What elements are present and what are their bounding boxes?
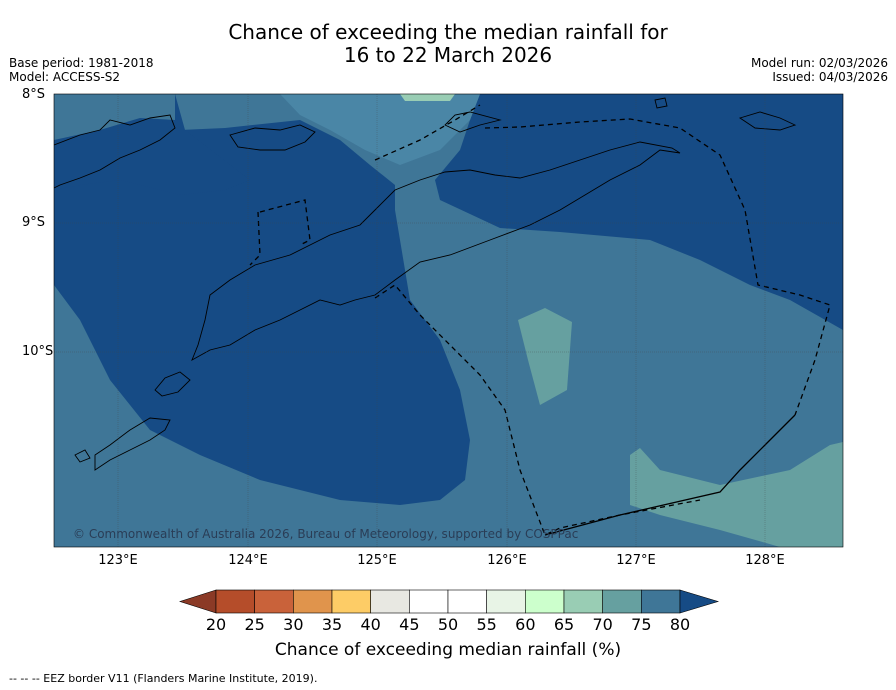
title-line-2: 16 to 22 March 2026 <box>343 43 553 67</box>
colorbar-bin-4 <box>370 589 410 614</box>
category-70-75-top <box>280 94 480 165</box>
eez-border <box>249 104 831 536</box>
small-islands-coastline <box>654 97 797 131</box>
colorbar-bin-10 <box>602 589 642 614</box>
colorbar-label: Chance of exceeding median rainfall (%) <box>274 640 622 660</box>
copyright-text: © Commonwealth of Australia 2026, Bureau… <box>73 527 579 541</box>
category-65-70-top-strip <box>400 94 455 101</box>
lon-label-125e: 125°E <box>357 553 397 568</box>
lon-label-123e: 123°E <box>98 553 138 568</box>
colorbar-tick-30: 30 <box>283 615 304 634</box>
colorbar-tick-40: 40 <box>360 615 381 634</box>
model-run: Model run: 02/03/2026 <box>750 56 888 70</box>
colorbar-tick-60: 60 <box>515 615 536 634</box>
category-65-70-southeast <box>630 442 843 547</box>
colorbar-tick-20: 20 <box>205 615 227 634</box>
colorbar-bin-7 <box>486 589 526 614</box>
colorbar-bin-0 <box>215 589 255 614</box>
category-above-80-region-west <box>54 94 470 505</box>
model-name: Model: ACCESS-S2 <box>9 70 121 84</box>
colorbar-bin-6 <box>447 589 487 614</box>
lon-label-124e: 124°E <box>228 553 268 568</box>
colorbar-bin-2 <box>293 589 333 614</box>
lon-label-128e: 128°E <box>745 553 785 568</box>
colorbar <box>179 589 720 614</box>
colorbar-under-triangle <box>179 589 217 614</box>
lat-label-9s: 9°S <box>22 215 46 230</box>
colorbar-over-triangle <box>679 589 720 614</box>
colorbar-bin-11 <box>641 589 681 614</box>
rote-island-coastline <box>154 371 191 397</box>
lat-label-8s: 8°S <box>22 87 46 102</box>
colorbar-bin-8 <box>525 589 565 614</box>
colorbar-tick-25: 25 <box>244 615 265 634</box>
colorbar-tick-65: 65 <box>553 615 575 634</box>
colorbar-bin-1 <box>254 589 294 614</box>
eez-legend-footer: -- -- -- EEZ border V11 (Flanders Marine… <box>9 672 318 685</box>
sawu-coastline <box>74 449 91 463</box>
lon-label-127e: 127°E <box>616 553 656 568</box>
colorbar-tick-35: 35 <box>321 615 343 634</box>
colorbar-tick-70: 70 <box>592 615 613 634</box>
colorbar-tick-75: 75 <box>631 615 652 634</box>
colorbar-bin-9 <box>563 589 603 614</box>
lat-label-10s: 10°S <box>22 344 54 359</box>
alor-coastline <box>229 124 316 151</box>
category-75-80-north <box>54 94 175 140</box>
base-period: Base period: 1981-2018 <box>9 56 154 70</box>
title-line-1: Chance of exceeding the median rainfall … <box>228 20 668 44</box>
colorbar-tick-50: 50 <box>437 615 459 634</box>
colorbar-tick-55: 55 <box>476 615 497 634</box>
colorbar-tick-45: 45 <box>399 615 420 634</box>
colorbar-tick-80: 80 <box>669 615 691 634</box>
category-above-80-region-east <box>435 94 843 330</box>
colorbar-bin-5 <box>409 589 449 614</box>
flores-coastline <box>54 114 176 189</box>
sumba-tip-coastline <box>94 417 171 471</box>
colorbar-bin-3 <box>331 589 371 614</box>
graticule <box>54 94 843 547</box>
category-65-70-central-blob <box>518 308 572 405</box>
issued-date: Issued: 04/03/2026 <box>772 70 888 84</box>
timor-coastline <box>191 141 681 362</box>
lon-label-126e: 126°E <box>487 553 527 568</box>
eez-border-solid-segment <box>544 414 796 536</box>
wetar-coastline <box>444 111 502 133</box>
